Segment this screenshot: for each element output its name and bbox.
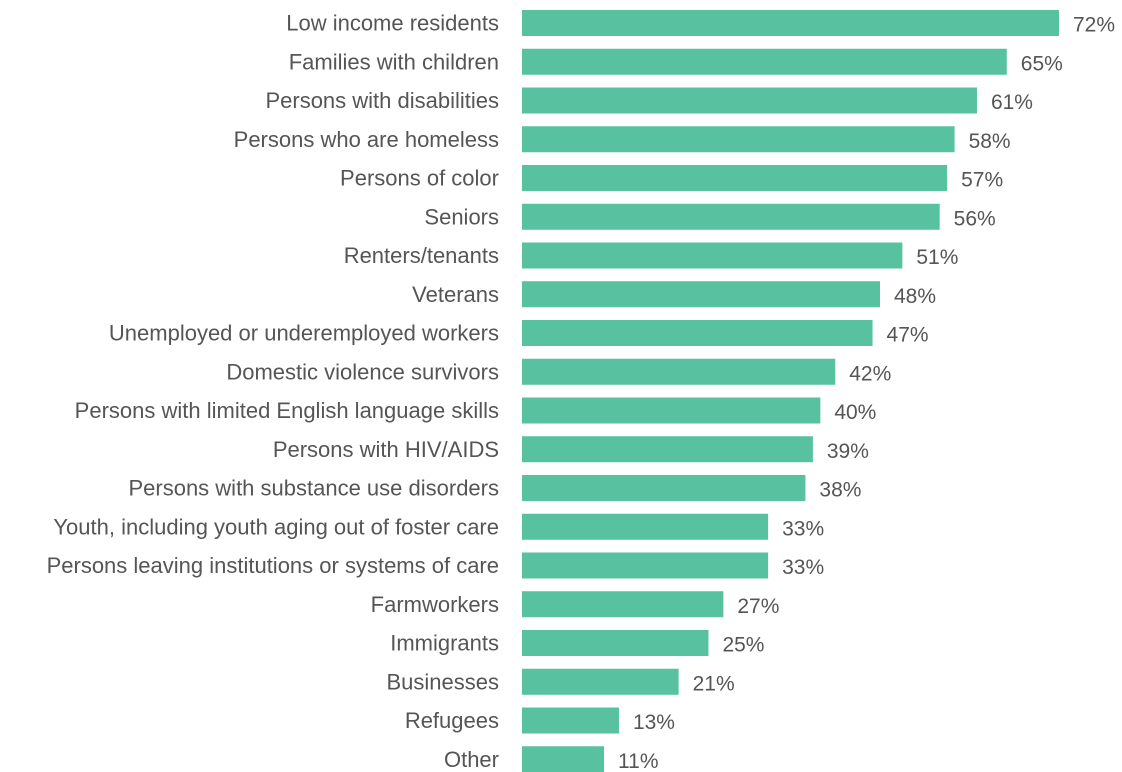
bar [522,320,873,346]
bar [522,513,769,540]
category-label: Domestic violence survivors [226,359,499,384]
value-label: 13% [633,711,675,734]
bar [522,165,948,191]
value-label: 33% [782,556,824,579]
value-label: 47% [887,324,929,347]
value-labels: 72% 65% 61% 58% 57% 56% 51% 48% 47% 42% 40% 39% 38% 3… [618,14,1115,772]
bar [522,281,880,308]
category-label: Persons with substance use disorders [128,476,499,501]
bar [522,630,709,656]
category-label: Persons with HIV/AIDS [273,437,499,462]
value-label: 72% [1073,14,1115,37]
bar [522,475,806,501]
value-label: 38% [819,479,861,502]
bar [522,358,836,385]
value-label: 27% [737,595,779,618]
value-label: 56% [954,207,996,230]
bar [522,48,1007,75]
bar [522,203,940,230]
category-label: Seniors [424,204,499,229]
value-label: 21% [693,672,735,695]
value-label: 51% [916,246,958,269]
bar [522,591,724,618]
category-label: Low income residents [286,11,499,36]
bars [522,10,1059,772]
value-label: 57% [961,169,1003,192]
bar [522,10,1059,36]
bar [522,397,821,424]
category-label: Immigrants [390,631,499,656]
value-label: 33% [782,517,824,540]
value-label: 39% [827,440,869,463]
category-label: Persons with disabilities [265,88,499,113]
value-label: 11% [618,750,658,772]
category-label: Businesses [386,669,499,694]
category-label: Unemployed or underemployed workers [109,321,499,346]
value-label: 61% [991,91,1033,114]
bar [522,242,903,269]
bar [522,668,679,695]
category-labels: Low income residents Families with childr… [47,11,499,772]
category-label: Persons with limited English language sk… [75,398,499,423]
bar [522,126,955,153]
value-label: 58% [969,130,1011,153]
category-label: Veterans [412,282,499,307]
category-label: Families with children [289,49,499,74]
bar [522,707,619,734]
bar [522,552,769,579]
category-label: Refugees [405,708,499,733]
value-label: 40% [834,401,876,424]
category-label: Persons of color [340,166,499,191]
value-label: 25% [722,634,764,657]
category-label: Persons leaving institutions or systems … [47,553,499,578]
bar [522,746,605,772]
bar [522,87,977,114]
category-label: Renters/tenants [344,243,499,268]
value-label: 65% [1021,52,1063,75]
value-label: 42% [849,362,891,385]
bar [522,436,813,463]
category-label: Farmworkers [371,592,499,617]
category-label: Other [444,747,499,772]
category-label: Youth, including youth aging out of fost… [53,514,499,539]
value-label: 48% [894,285,936,308]
category-label: Persons who are homeless [234,127,499,152]
